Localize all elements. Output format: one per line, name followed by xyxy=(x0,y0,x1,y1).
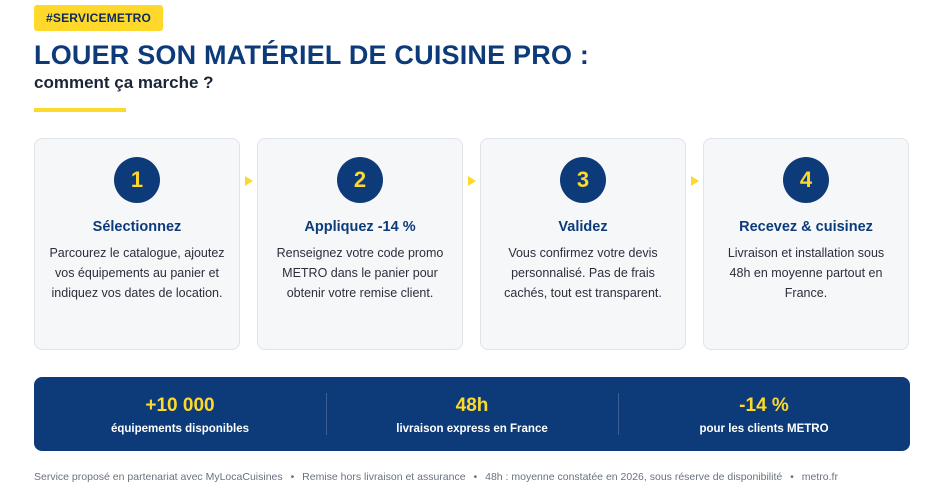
footer-note: Service proposé en partenariat avec MyLo… xyxy=(34,471,914,483)
title-underline xyxy=(34,108,126,112)
footer-item-remise: Remise hors livraison et assurance xyxy=(302,471,466,483)
step-description: Livraison et installation sous 48h en mo… xyxy=(727,246,885,300)
stats-divider xyxy=(618,393,619,435)
stat-livraison: 48h livraison express en France xyxy=(326,377,618,451)
chevron-right-icon xyxy=(245,176,253,186)
step-card-2: 2 Appliquez -14 % Renseignez votre code … xyxy=(257,138,463,350)
step-number-badge: 4 xyxy=(783,157,829,203)
chevron-right-icon xyxy=(691,176,699,186)
footer-item-delivery: 48h : moyenne constatée en 2026, sous ré… xyxy=(485,471,783,483)
step-card-4: 4 Recevez & cuisinez Livraison et instal… xyxy=(703,138,909,350)
step-title: Recevez & cuisinez xyxy=(739,219,873,235)
stat-value: +10 000 xyxy=(145,395,215,416)
stats-divider xyxy=(326,393,327,435)
steps-row: 1 Sélectionnez Parcourez le catalogue, a… xyxy=(34,138,910,350)
stat-equipements: +10 000 équipements disponibles xyxy=(34,377,326,451)
step-description: Parcourez le catalogue, ajoutez vos équi… xyxy=(49,246,225,300)
chevron-right-icon xyxy=(468,176,476,186)
step-card-3: 3 Validez Vous confirmez votre devis per… xyxy=(480,138,686,350)
stat-value: 48h xyxy=(455,395,489,416)
stat-remise: -14 % pour les clients METRO xyxy=(618,377,910,451)
footer-separator: • xyxy=(790,471,794,483)
page-subtitle: comment ça marche ? xyxy=(34,73,214,92)
stat-label: équipements disponibles xyxy=(110,423,250,435)
step-card-1: 1 Sélectionnez Parcourez le catalogue, a… xyxy=(34,138,240,350)
stats-banner: +10 000 équipements disponibles 48h livr… xyxy=(34,377,910,451)
step-number-badge: 1 xyxy=(114,157,160,203)
step-title: Sélectionnez xyxy=(92,219,182,235)
step-description: Renseignez votre code promo METRO dans l… xyxy=(276,246,444,300)
step-number-badge: 2 xyxy=(337,157,383,203)
stat-label: pour les clients METRO xyxy=(699,423,829,435)
step-number-badge: 3 xyxy=(560,157,606,203)
step-title: Appliquez -14 % xyxy=(304,219,416,235)
footer-link-metro[interactable]: metro.fr xyxy=(801,471,838,483)
footer-separator: • xyxy=(473,471,478,483)
footer-item-partner: Service proposé en partenariat avec MyLo… xyxy=(34,471,283,483)
stat-value: -14 % xyxy=(739,395,789,416)
service-tag: #SERVICEMETRO xyxy=(34,5,164,31)
step-description: Vous confirmez votre devis personnalisé.… xyxy=(504,246,662,300)
footer-separator: • xyxy=(290,471,295,483)
page-title: LOUER SON MATÉRIEL DE CUISINE PRO : xyxy=(34,40,590,70)
step-title: Validez xyxy=(558,219,608,235)
stat-label: livraison express en France xyxy=(396,423,548,435)
